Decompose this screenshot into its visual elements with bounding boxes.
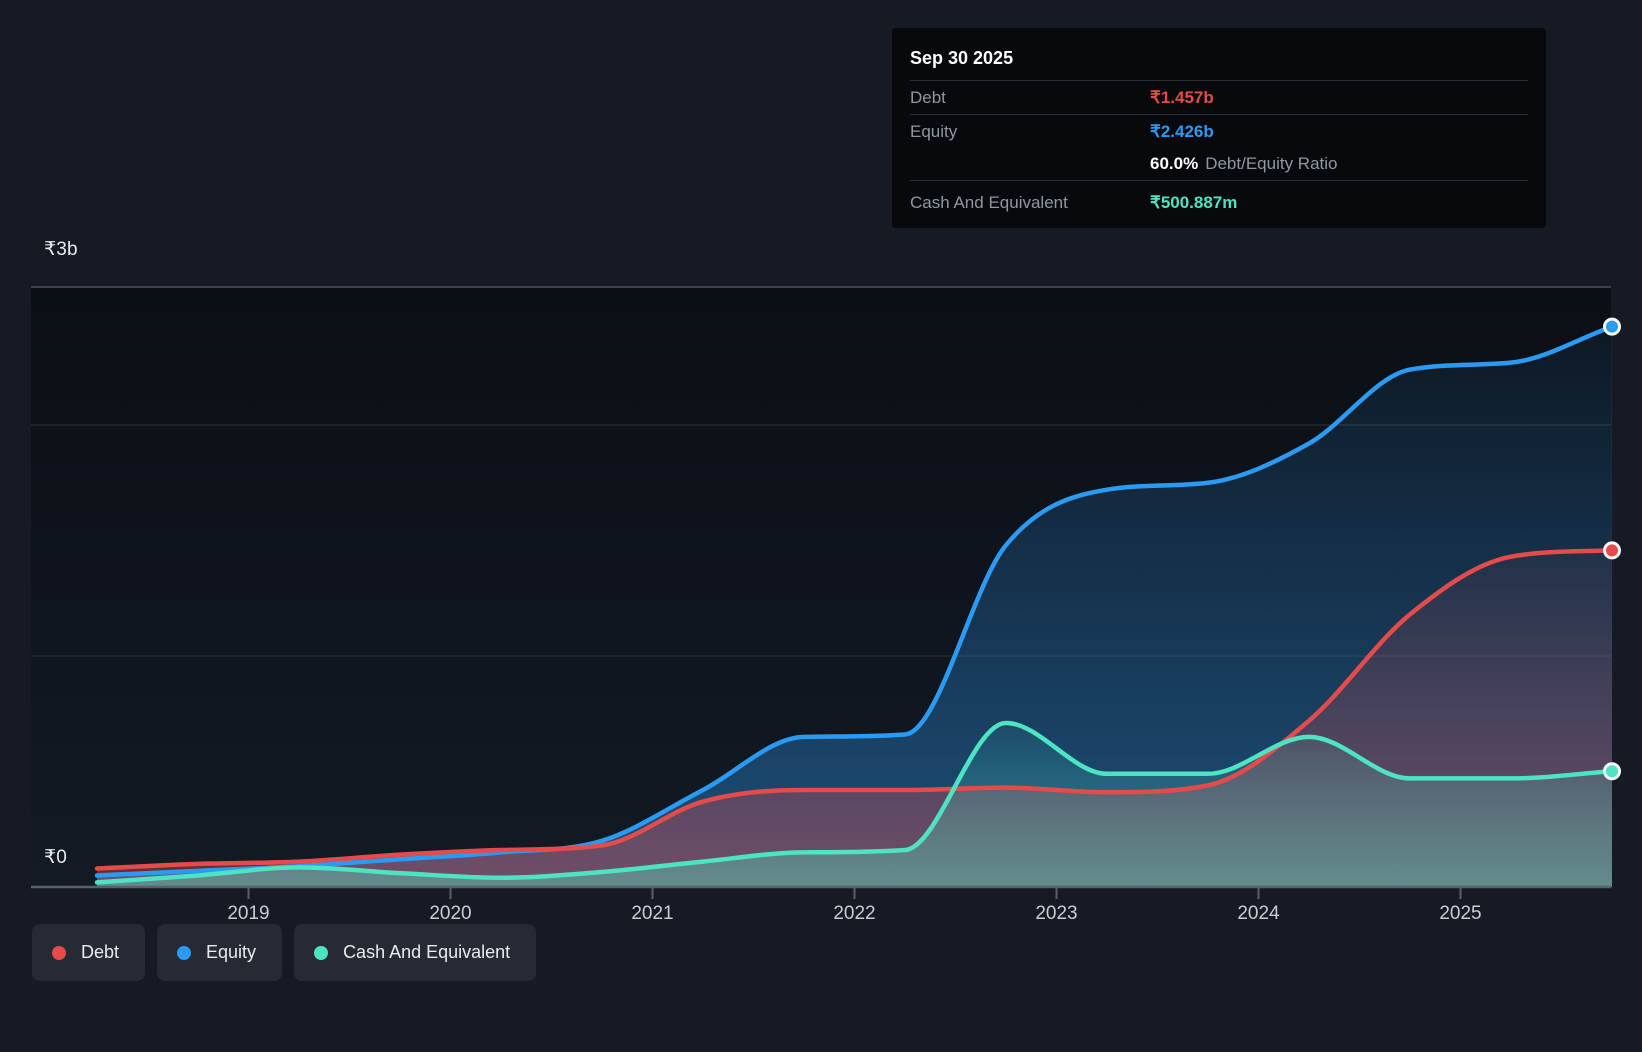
tooltip-debt-value: ₹1.457b [1150,87,1214,107]
legend-item-debt[interactable]: Debt [32,924,146,981]
tooltip-date: Sep 30 2025 [910,36,1528,81]
tooltip-cash-value: ₹500.887m [1150,192,1238,212]
x-axis-label-2022: 2022 [833,903,876,924]
legend: Debt Equity Cash And Equivalent [32,924,537,981]
tooltip-ratio-value: 60.0% [1150,154,1199,173]
legend-item-equity[interactable]: Equity [157,924,283,981]
y-axis-label-zero: ₹0 [44,847,68,868]
legend-item-cash[interactable]: Cash And Equivalent [294,924,537,981]
tooltip-row-ratio: 60.0% Debt/Equity Ratio [910,148,1528,181]
equity-line [94,324,1615,878]
x-axis-label-2020: 2020 [429,903,472,924]
x-axis-label-2021: 2021 [631,903,674,924]
y-axis-label-max: ₹3b [44,239,78,260]
x-axis-label-2023: 2023 [1035,903,1078,924]
tooltip-cash-label: Cash And Equivalent [910,192,1068,212]
x-axis-label-2025: 2025 [1439,903,1482,924]
equity-series-dot-icon [177,945,192,960]
tooltip: Sep 30 2025 Debt ₹1.457b Equity ₹2.426b … [892,28,1546,228]
debt-endpoint-marker [1603,541,1621,560]
cash-endpoint-marker [1603,762,1621,781]
tooltip-row-cash: Cash And Equivalent ₹500.887m [910,181,1528,224]
tooltip-row-debt: Debt ₹1.457b [910,81,1528,115]
debt-series-dot-icon [52,945,66,960]
x-axis-label-2019: 2019 [227,903,270,924]
tooltip-debt-label: Debt [910,87,946,107]
equity-area [97,326,1612,887]
cash-line [94,720,1615,885]
x-axis-label-2024: 2024 [1237,903,1280,924]
legend-debt-label: Debt [81,942,120,962]
cash-series-dot-icon [314,945,329,960]
cash-area [97,722,1612,887]
tooltip-equity-value: ₹2.426b [1150,121,1214,141]
tooltip-equity-label: Equity [910,121,958,141]
tooltip-ratio-label: Debt/Equity Ratio [1205,154,1338,173]
tooltip-row-equity: Equity ₹2.426b [910,115,1528,148]
legend-cash-label: Cash And Equivalent [343,942,511,962]
debt-line [94,548,1615,871]
equity-endpoint-marker [1603,317,1621,336]
legend-equity-label: Equity [206,942,257,962]
